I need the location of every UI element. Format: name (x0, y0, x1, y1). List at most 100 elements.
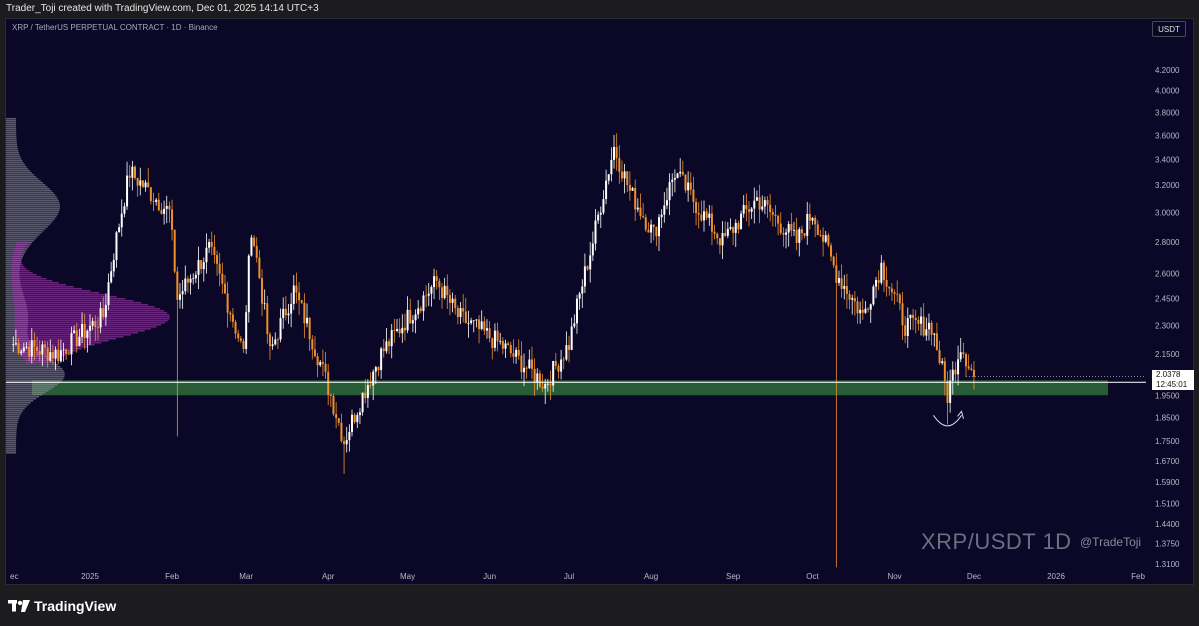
candle-body (734, 222, 737, 233)
candle-body (271, 344, 274, 347)
candle-body (253, 237, 256, 246)
candle-body (192, 278, 195, 280)
candle-body (620, 171, 623, 179)
candle-body (258, 257, 261, 279)
candle-body (165, 205, 168, 209)
candle-body (242, 340, 245, 349)
volume-bar (15, 243, 28, 246)
volume-bar (6, 391, 46, 394)
volume-bar (6, 161, 24, 164)
candle-body (740, 213, 743, 230)
volume-bar (6, 217, 55, 220)
candle-body (422, 295, 425, 312)
volume-bar (14, 335, 124, 338)
volume-bar (17, 345, 88, 348)
volume-bar (6, 371, 65, 374)
volume-bar (6, 169, 31, 172)
candle-body (718, 238, 721, 246)
candle-body (570, 326, 573, 350)
candle-body (22, 347, 25, 352)
candle-body (263, 303, 266, 305)
candle-body (38, 351, 41, 355)
candle-body (440, 287, 443, 299)
candle-body (528, 359, 531, 369)
candle-body (753, 200, 756, 209)
candle-body (178, 294, 181, 300)
candle-body (70, 333, 73, 355)
volume-bar (13, 253, 22, 256)
candle-body (607, 174, 610, 181)
candle-body (168, 205, 171, 210)
candle-body (369, 385, 372, 386)
candle-body (681, 171, 684, 175)
candle-body (110, 271, 113, 283)
volume-bar (14, 311, 168, 314)
volume-bar (16, 241, 29, 244)
volume-bar (25, 361, 52, 364)
candle-body (708, 213, 711, 218)
candle-body (605, 180, 608, 200)
price-chart[interactable]: 4.2000 4.0000 3.8000 3.6000 3.4000 3.2000 3.00… (6, 19, 1193, 584)
bar-countdown: 12:45:01 (1156, 380, 1188, 389)
candle-body (152, 201, 155, 202)
candle-body (864, 308, 867, 313)
candle-body (626, 171, 629, 186)
y-tick-label: 4.0000 (1155, 87, 1180, 96)
last-price-tag: 2.0378 12:45:01 (1152, 370, 1194, 390)
candle-body (591, 243, 594, 256)
volume-profile (6, 117, 170, 454)
volume-bar (6, 387, 52, 390)
candle-body (763, 200, 766, 207)
candle-body (380, 348, 383, 371)
candle-body (200, 260, 203, 270)
tradingview-logo-icon (8, 600, 30, 612)
volume-bar (6, 229, 44, 232)
candle-body (581, 286, 584, 294)
candle-body (732, 227, 735, 233)
candle-body (642, 216, 645, 218)
candle-body (758, 197, 761, 210)
candle-body (427, 293, 430, 296)
volume-bar (6, 135, 17, 138)
candle-body (163, 208, 166, 214)
candle-body (888, 286, 891, 289)
x-tick-label: Dec (967, 572, 981, 581)
volume-bar (14, 305, 155, 308)
volume-bar (6, 221, 52, 224)
candle-body (689, 182, 692, 190)
candle-body (830, 245, 833, 257)
y-tick-label: 1.3750 (1155, 539, 1180, 548)
candle-body (554, 361, 557, 366)
candle-body (583, 266, 586, 287)
volume-bar (6, 407, 25, 410)
candle-body (351, 414, 354, 432)
chart-frame[interactable]: 4.2000 4.0000 3.8000 3.6000 3.4000 3.2000 3.00… (5, 18, 1194, 585)
candle-body (893, 292, 896, 294)
candle-body (321, 362, 324, 364)
candle-body (565, 345, 568, 360)
candle-body (348, 431, 351, 441)
volume-bar (6, 433, 17, 436)
candle-body (443, 285, 446, 299)
candle-body (882, 262, 885, 281)
candle-body (673, 177, 676, 180)
candle-body (99, 308, 102, 328)
candle-body (610, 160, 613, 175)
volume-bar (6, 203, 60, 206)
candle-body (276, 339, 279, 341)
candle-body (957, 359, 960, 375)
volume-bar (6, 199, 59, 202)
volume-bar (6, 395, 40, 398)
candle-body (237, 333, 240, 339)
candle-body (123, 206, 126, 214)
volume-bar (6, 121, 17, 124)
candle-body (967, 366, 970, 369)
candle-body (586, 266, 589, 270)
tradingview-logo[interactable]: TradingView (8, 597, 116, 615)
candle-body (634, 188, 637, 210)
y-tick-label: 1.5900 (1155, 478, 1180, 487)
candle-body (507, 343, 510, 346)
candle-body (120, 213, 123, 228)
candle-body (530, 359, 533, 369)
currency-button[interactable]: USDT (1152, 21, 1186, 37)
